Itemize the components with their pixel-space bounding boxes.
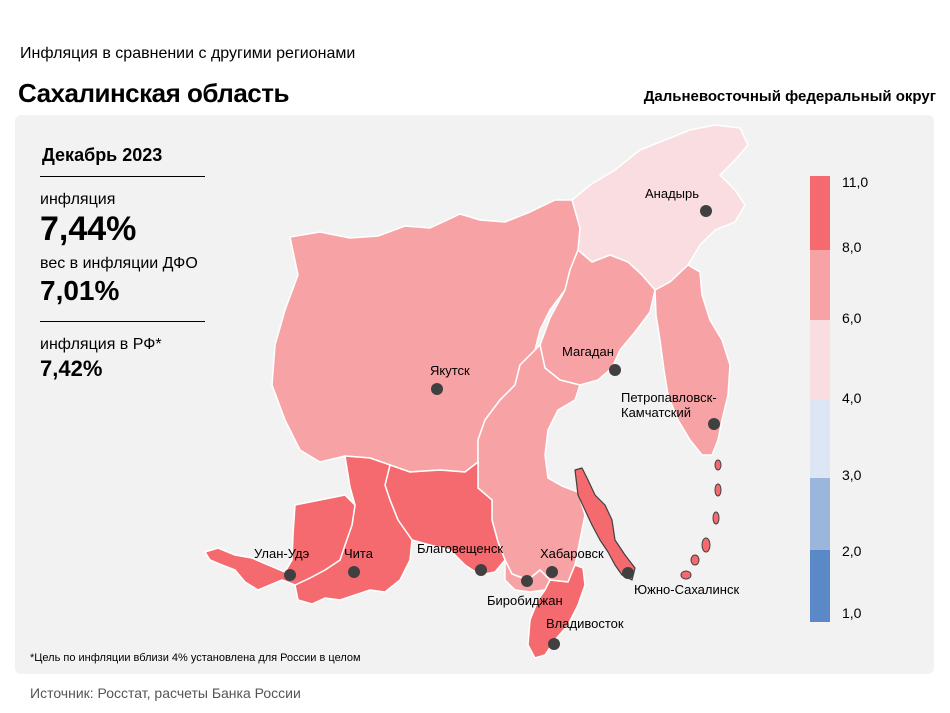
rf-inflation-label: инфляция в РФ* [40,336,162,353]
city-label-petropavlovsk-1: Петропавловск- [621,390,717,405]
city-dot-birobidzhan[interactable] [521,575,533,587]
city-label-magadan: Магадан [562,344,614,359]
separator [40,321,205,322]
legend-tick-0: 11,0 [842,174,868,190]
district-label: Дальневосточный федеральный округ [643,88,936,105]
inflation-value: 7,44% [40,210,137,248]
weight-label: вес в инфляции ДФО [40,255,198,272]
city-dot-petropavlovsk[interactable] [708,418,720,430]
kuril-islands [680,459,722,580]
legend-tick-1: 8,0 [842,239,862,255]
footnote: *Цель по инфляции вблизи 4% установлена … [30,652,361,664]
legend-band-4 [810,478,830,550]
legend-band-2 [810,320,830,400]
page-title: Сахалинская область [18,78,289,108]
city-dot-yuzhno-sakhalinsk[interactable] [622,567,634,579]
city-label-ulan-ude: Улан-Удэ [254,546,310,561]
weight-value: 7,01% [40,275,120,306]
legend-tick-4: 3,0 [842,467,862,483]
city-dot-chita[interactable] [348,566,360,578]
city-label-chita: Чита [344,546,374,561]
city-dot-blagoveshchensk[interactable] [475,564,487,576]
city-label-anadyr: Анадырь [645,186,699,201]
city-label-blagoveshchensk: Благовещенск [417,541,503,556]
city-label-vladivostok: Владивосток [546,616,624,631]
legend-tick-3: 4,0 [842,390,862,406]
rf-inflation-value: 7,42% [40,356,103,381]
city-dot-yakutsk[interactable] [431,383,443,395]
city-dot-vladivostok[interactable] [548,638,560,650]
legend-band-1 [810,250,830,320]
legend-tick-6: 1,0 [842,605,862,621]
city-label-birobidzhan: Биробиджан [487,593,563,608]
region-sakhalin[interactable] [574,467,636,581]
city-dot-magadan[interactable] [609,364,621,376]
inflation-label: инфляция [40,191,116,208]
city-label-petropavlovsk-2: Камчатский [621,405,691,420]
source-note: Источник: Росстат, расчеты Банка России [30,685,301,701]
city-dot-ulan-ude[interactable] [284,569,296,581]
stats-date: Декабрь 2023 [40,145,205,177]
stats-block: Декабрь 2023 инфляция 7,44% вес в инфляц… [40,145,205,384]
legend-tick-2: 6,0 [842,310,862,326]
city-markers [284,205,720,650]
region-buryatia[interactable] [204,494,356,591]
city-dot-khabarovsk[interactable] [546,566,558,578]
legend-tick-5: 2,0 [842,543,862,559]
legend-band-3 [810,400,830,478]
legend-band-5 [810,550,830,622]
legend-band-0 [810,176,830,250]
city-label-khabarovsk: Хабаровск [540,546,604,561]
city-label-yuzhno-sakhalinsk: Южно-Сахалинск [634,582,739,597]
region-kamchatka[interactable] [654,264,731,456]
supertitle: Инфляция в сравнении с другими регионами [20,45,356,62]
city-label-yakutsk: Якутск [430,363,470,378]
city-dot-anadyr[interactable] [700,205,712,217]
legend-scale [810,176,830,622]
